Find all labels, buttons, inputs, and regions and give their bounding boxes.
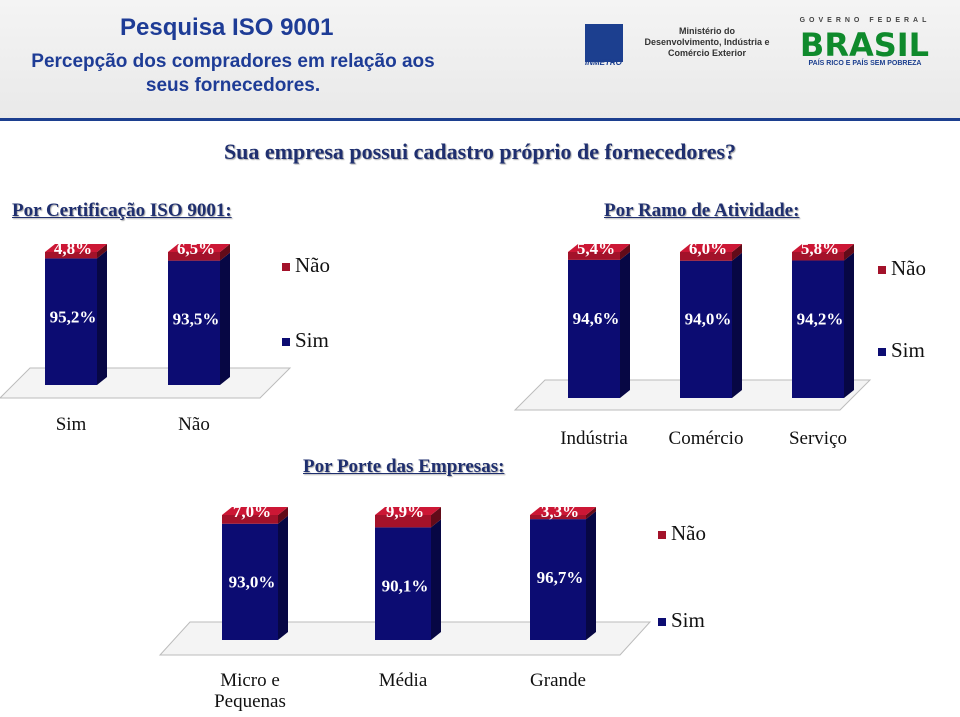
bar-side — [732, 244, 742, 261]
value-label: 9,9% — [386, 502, 424, 521]
value-label: 6,0% — [689, 239, 727, 258]
bar-top — [680, 244, 742, 252]
bar-side — [278, 507, 288, 524]
bar-segment — [792, 252, 844, 261]
legend-swatch — [282, 338, 290, 346]
legend-label: Sim — [295, 328, 329, 352]
bar-side — [278, 515, 288, 640]
bar-side — [97, 250, 107, 385]
bar-side — [586, 507, 596, 520]
bar-side — [586, 511, 596, 640]
x-tick-label: Micro e Pequenas — [214, 670, 286, 712]
chart-title: Por Porte das Empresas: — [303, 456, 505, 477]
x-tick-label: Sim — [55, 414, 87, 435]
government-label: GOVERNO FEDERAL — [799, 17, 931, 24]
bar-side — [220, 244, 230, 261]
question: Sua empresa possui cadastro próprio de f… — [223, 139, 737, 164]
floor — [0, 367, 292, 399]
inmetro-label: INMETRO — [585, 58, 622, 67]
bar-top — [45, 244, 107, 252]
bar-segment — [168, 252, 220, 261]
bar-side — [97, 244, 107, 259]
x-tick-label: Grande — [530, 670, 586, 691]
bar-top — [375, 507, 441, 515]
bar-segment — [168, 260, 220, 385]
bar-segment — [680, 260, 732, 398]
bar-segment — [375, 515, 431, 528]
value-label: 94,0% — [685, 310, 732, 329]
legend-label: Não — [891, 256, 926, 280]
value-label: 96,7% — [537, 568, 584, 587]
value-label: 94,2% — [797, 309, 844, 328]
bar-segment — [45, 252, 97, 259]
x-tick-label: Indústria — [560, 428, 628, 449]
bar-segment — [530, 515, 586, 520]
bar-segment — [792, 260, 844, 398]
bar-side — [844, 244, 854, 261]
x-tick-label: Não — [178, 414, 210, 435]
chart-title: Por Certificação ISO 9001: — [12, 200, 232, 221]
bar-top — [530, 507, 596, 515]
slogan-label: PAÍS RICO E PAÍS SEM POBREZA — [808, 60, 922, 67]
chart-title: Por Ramo de Atividade: — [604, 200, 800, 221]
bar-side — [431, 507, 441, 528]
legend-swatch — [878, 348, 886, 356]
x-tick-label: Serviço — [788, 428, 848, 449]
inmetro-icon — [585, 24, 623, 62]
bar-top — [168, 244, 230, 252]
bar-side — [732, 252, 742, 398]
value-label: 93,0% — [229, 573, 276, 592]
legend-swatch — [878, 266, 886, 274]
value-label: 95,2% — [50, 307, 97, 326]
value-label: 94,6% — [573, 309, 620, 328]
bar-segment — [45, 258, 97, 385]
legend-swatch — [658, 531, 666, 539]
legend-label: Não — [671, 521, 706, 545]
bar-side — [431, 519, 441, 640]
ministry-label: Ministério do Desenvolvimento, Indústria… — [644, 26, 770, 58]
legend-label: Sim — [891, 338, 925, 362]
x-tick-label: Comércio — [668, 428, 744, 449]
bar-side — [220, 252, 230, 385]
bar-side — [844, 252, 854, 398]
bar-side — [620, 251, 630, 398]
value-label: 5,4% — [577, 239, 615, 258]
value-label: 90,1% — [382, 576, 429, 595]
legend-swatch — [282, 263, 290, 271]
value-label: 93,5% — [173, 310, 220, 329]
header: Pesquisa ISO 9001 Percepção dos comprado… — [0, 0, 960, 121]
bar-segment — [375, 527, 431, 640]
bar-segment — [568, 252, 620, 260]
header-subtitle: Percepção dos compradores em relação aos… — [31, 51, 435, 96]
value-label: 5,8% — [801, 239, 839, 258]
brand-label: BRASIL — [799, 26, 930, 64]
bar-segment — [222, 523, 278, 640]
bar-side — [620, 244, 630, 260]
bar-segment — [680, 252, 732, 261]
bar-top — [792, 244, 854, 252]
value-label: 7,0% — [233, 502, 271, 521]
bar-top — [568, 244, 630, 252]
x-tick-label: Média — [378, 670, 428, 691]
legend-swatch — [658, 618, 666, 626]
bar-top — [222, 507, 288, 515]
legend-label: Não — [295, 253, 330, 277]
legend-label: Sim — [671, 608, 705, 632]
bar-segment — [222, 515, 278, 524]
value-label: 6,5% — [177, 239, 215, 258]
value-label: 4,8% — [54, 239, 92, 258]
bar-segment — [530, 519, 586, 640]
value-label: 3,3% — [541, 502, 579, 521]
bar-segment — [568, 259, 620, 398]
header-title: Pesquisa ISO 9001 — [120, 14, 334, 41]
